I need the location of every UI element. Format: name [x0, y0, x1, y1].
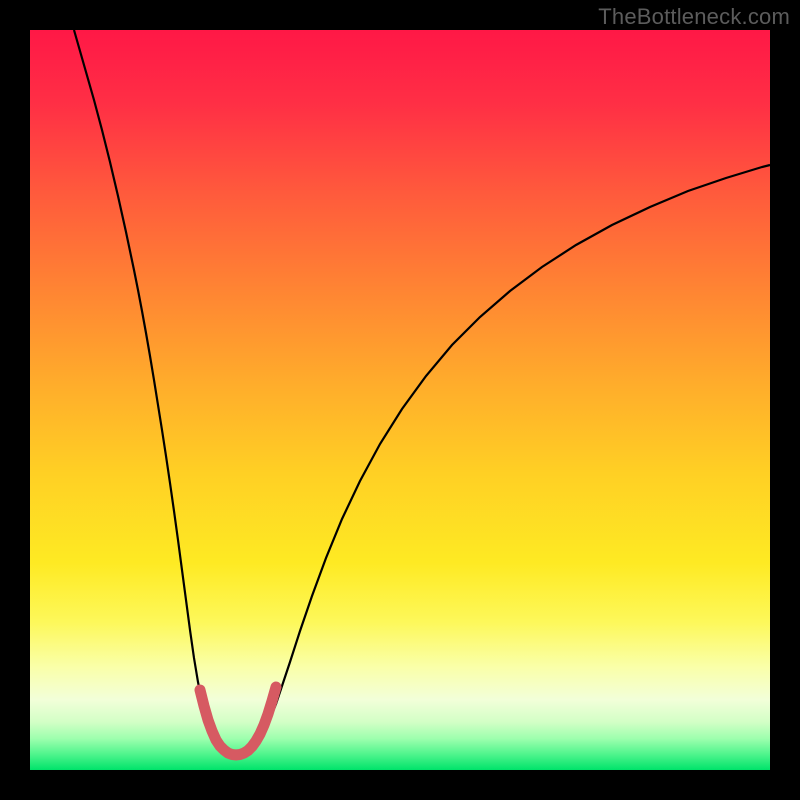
curve-valley-highlight — [200, 687, 276, 755]
watermark-text: TheBottleneck.com — [598, 4, 790, 30]
plot-area — [30, 30, 770, 770]
chart-svg — [30, 30, 770, 770]
bottleneck-curve — [74, 30, 770, 757]
